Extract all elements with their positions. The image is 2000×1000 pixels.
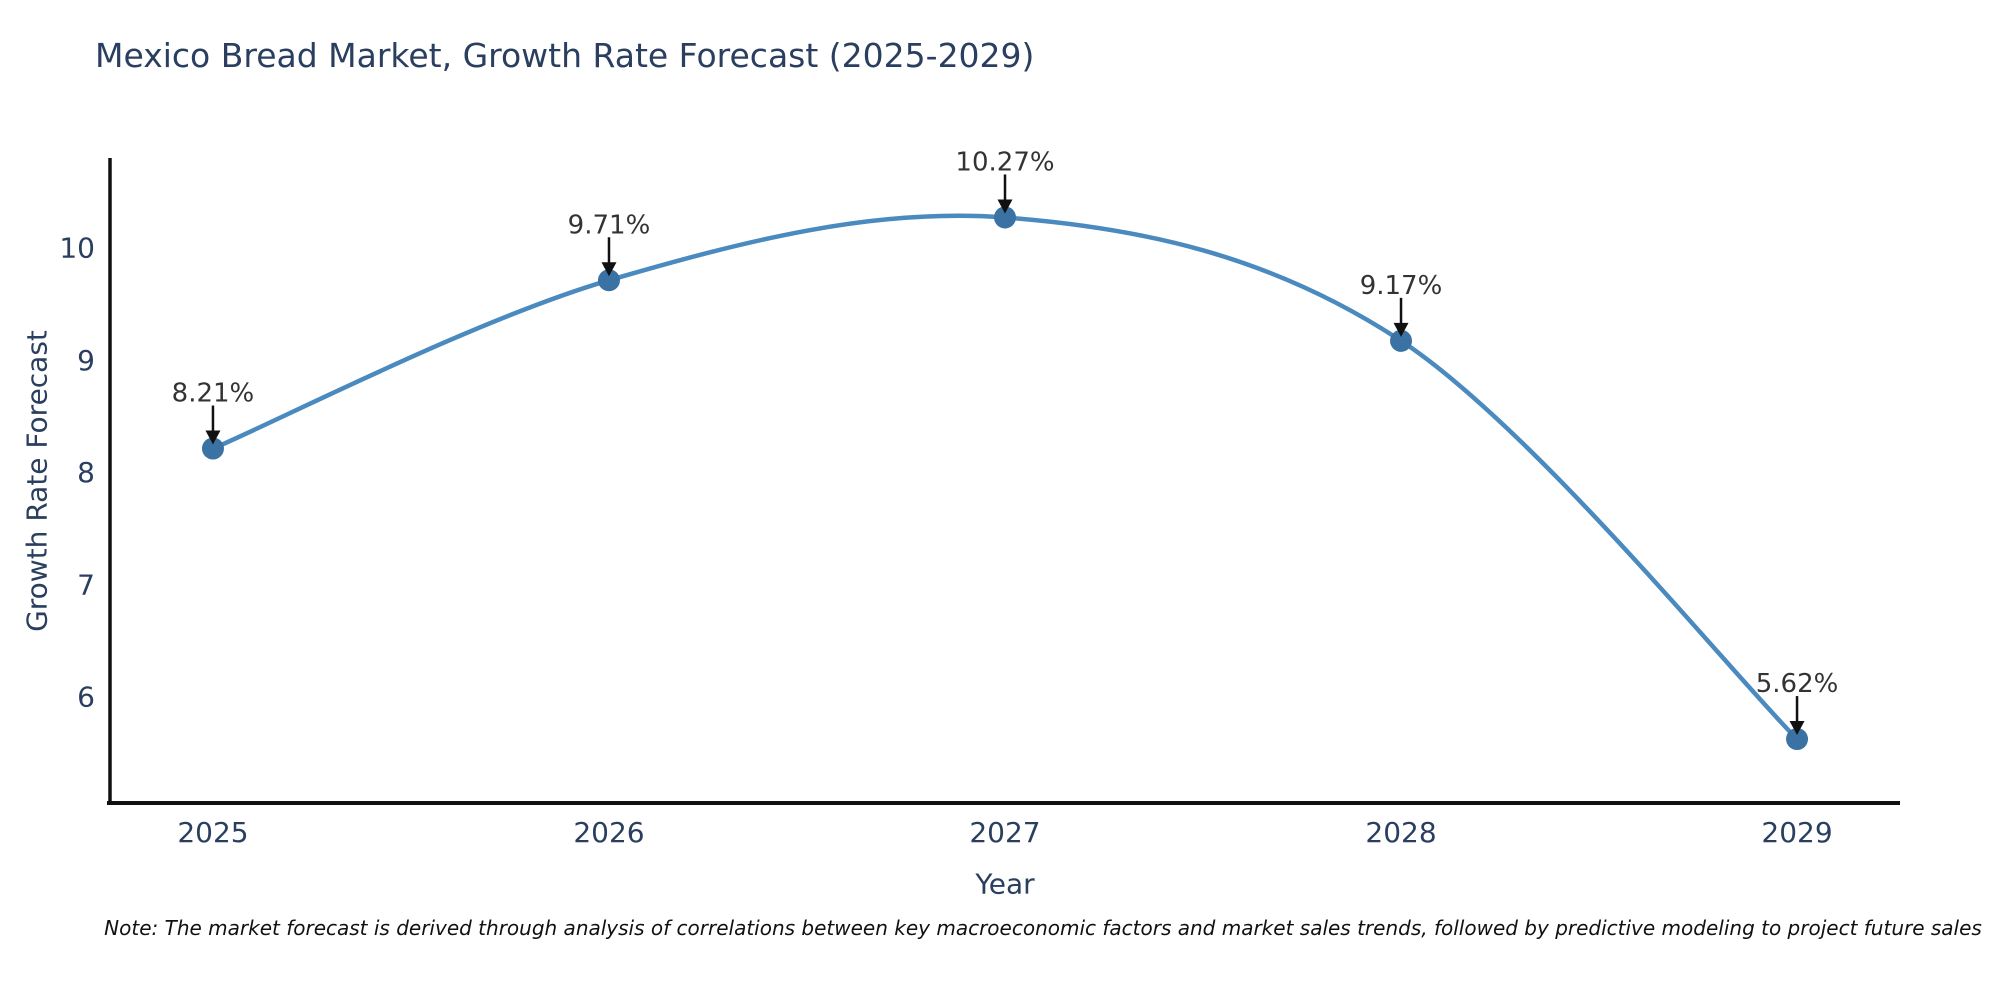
- data-point-label: 9.17%: [1360, 271, 1443, 301]
- x-tick-label: 2028: [1365, 816, 1436, 849]
- data-point-marker: [201, 437, 224, 460]
- data-point-label: 10.27%: [955, 147, 1054, 177]
- chart-footnote: Note: The market forecast is derived thr…: [104, 916, 1982, 940]
- y-tick-label: 7: [77, 568, 95, 601]
- data-point-marker: [994, 206, 1016, 229]
- annotation-arrowhead-icon: [601, 262, 617, 277]
- forecast-line: [210, 213, 1800, 742]
- data-point-marker: [1390, 329, 1413, 352]
- x-axis-title: Year: [975, 867, 1035, 901]
- x-tick-label: 2029: [1761, 816, 1832, 849]
- y-tick-label: 6: [77, 680, 95, 713]
- annotation-arrowhead-icon: [1789, 721, 1805, 736]
- data-point-marker: [1786, 728, 1809, 751]
- data-point-marker: [597, 269, 620, 292]
- y-tick-label: 9: [77, 344, 95, 377]
- y-tick-label: 10: [59, 232, 95, 265]
- data-point-label: 9.71%: [568, 210, 651, 240]
- x-tick-label: 2027: [969, 816, 1040, 849]
- chart-title: Mexico Bread Market, Growth Rate Forecas…: [95, 36, 1035, 75]
- y-axis-title: Growth Rate Forecast: [20, 330, 54, 632]
- annotation-arrowhead-icon: [1393, 322, 1409, 337]
- data-point-label: 5.62%: [1756, 669, 1839, 699]
- x-tick-label: 2026: [573, 816, 644, 849]
- y-tick-label: 8: [77, 456, 95, 489]
- data-point-label: 8.21%: [172, 379, 255, 409]
- annotation-arrowhead-icon: [205, 430, 221, 445]
- x-tick-label: 2025: [177, 816, 248, 849]
- annotation-arrowhead-icon: [997, 199, 1013, 214]
